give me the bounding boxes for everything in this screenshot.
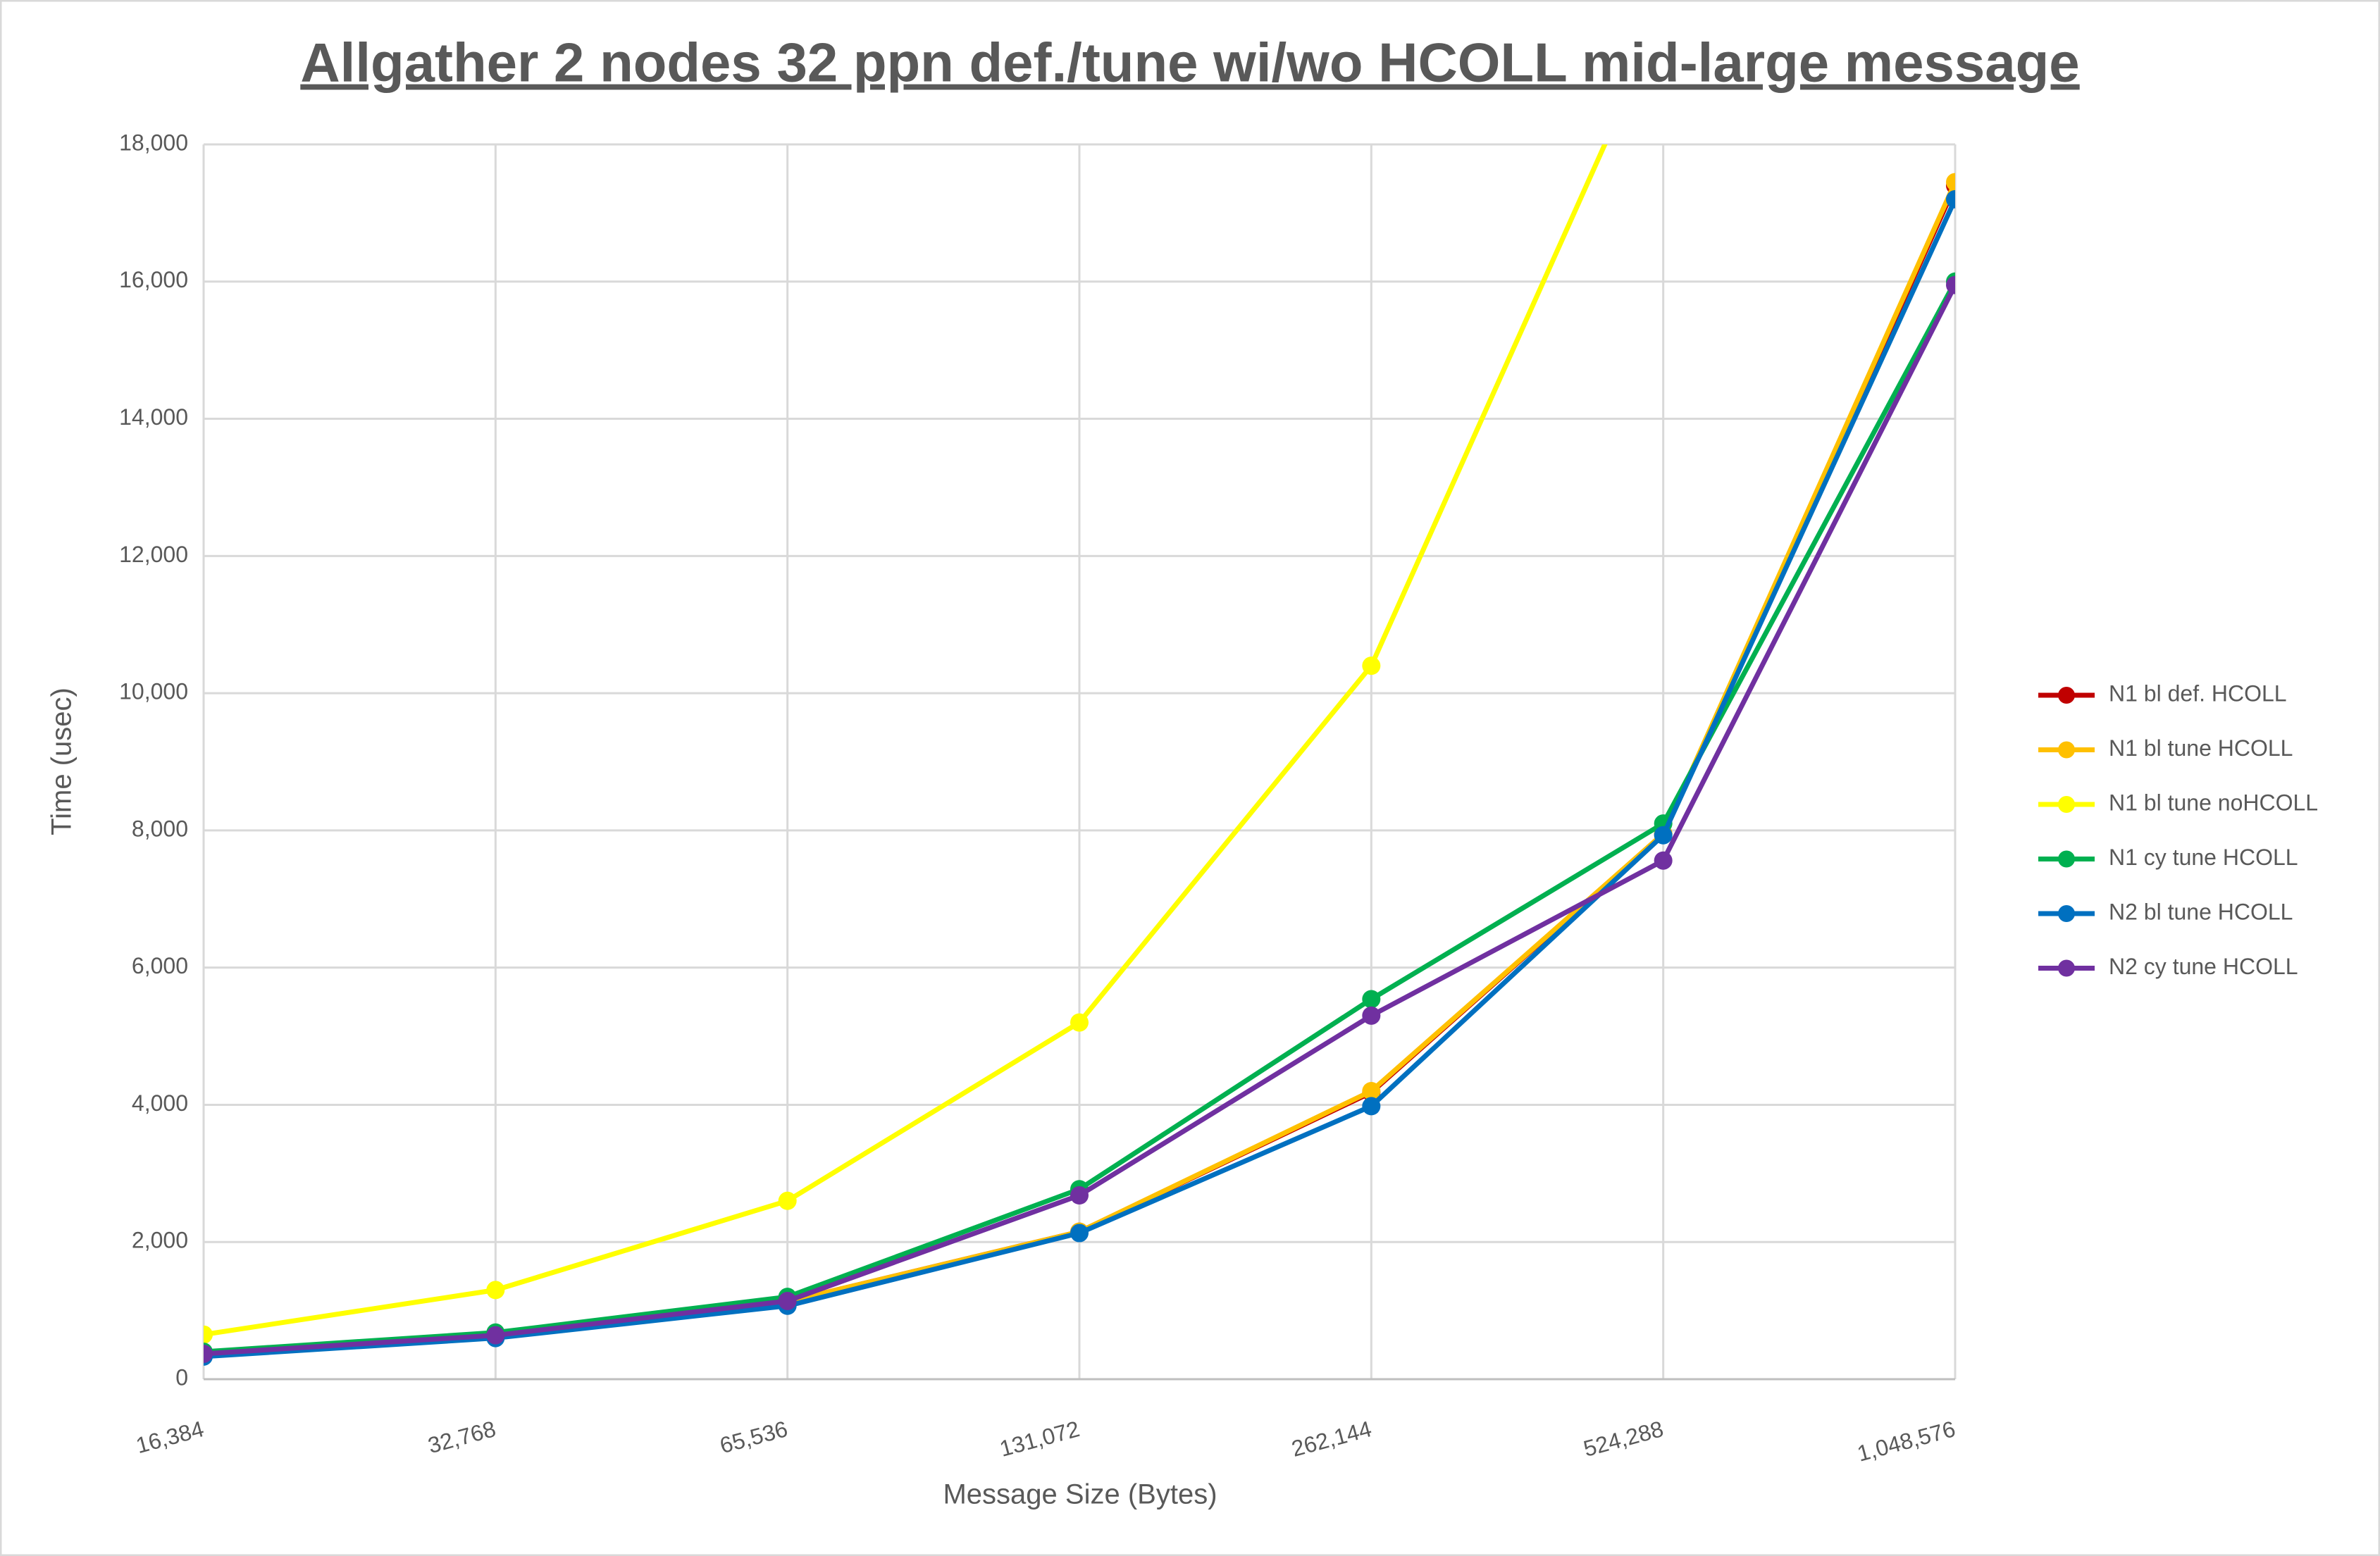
- y-tick-label: 12,000: [119, 542, 188, 567]
- data-point: [778, 1191, 797, 1210]
- x-axis-label: Message Size (Bytes): [943, 1479, 1217, 1510]
- data-point: [1946, 189, 1955, 208]
- data-point: [1362, 1006, 1381, 1025]
- data-point: [1362, 1097, 1381, 1116]
- chart-title: Allgather 2 nodes 32 ppn def./tune wi/wo…: [300, 32, 2079, 94]
- data-point: [1362, 990, 1381, 1009]
- legend-marker: [2058, 796, 2075, 813]
- y-tick-label: 6,000: [132, 953, 188, 978]
- legend-label: N2 cy tune HCOLL: [2109, 954, 2298, 979]
- legend-label: N1 bl tune HCOLL: [2109, 735, 2293, 761]
- data-point: [1654, 826, 1673, 845]
- y-tick-label: 0: [175, 1364, 188, 1390]
- series-line: [204, 144, 1608, 1338]
- data-point: [1362, 656, 1381, 676]
- plot-area: [204, 144, 1955, 1366]
- y-tick-label: 14,000: [119, 404, 188, 430]
- y-tick-label: 16,000: [119, 267, 188, 292]
- data-point: [204, 1344, 213, 1363]
- legend-marker: [2058, 959, 2075, 977]
- legend-marker: [2058, 905, 2075, 922]
- data-point: [1362, 1081, 1381, 1100]
- data-point: [1070, 1224, 1089, 1243]
- y-tick-label: 2,000: [132, 1228, 188, 1253]
- legend-label: N1 bl tune noHCOLL: [2109, 790, 2318, 815]
- data-point: [486, 1281, 505, 1300]
- data-point: [778, 1291, 797, 1310]
- legend-label: N2 bl tune HCOLL: [2109, 899, 2293, 924]
- legend-label: N1 bl def. HCOLL: [2109, 680, 2287, 706]
- y-tick-label: 10,000: [119, 679, 188, 704]
- y-tick-label: 4,000: [132, 1090, 188, 1116]
- data-point: [1070, 1013, 1089, 1032]
- legend-marker: [2058, 687, 2075, 704]
- data-point: [1070, 1185, 1089, 1205]
- legend-label: N1 cy tune HCOLL: [2109, 845, 2298, 870]
- data-point: [204, 1325, 213, 1344]
- y-tick-label: 8,000: [132, 816, 188, 841]
- data-point: [486, 1326, 505, 1345]
- legend: N1 bl def. HCOLL N1 bl tune HCOLL N1 bl tu…: [2038, 680, 2318, 979]
- legend-marker: [2058, 741, 2075, 759]
- legend-marker: [2058, 850, 2075, 868]
- data-point: [1946, 275, 1955, 294]
- y-axis-label: Time (usec): [47, 687, 78, 835]
- y-tick-label: 18,000: [119, 130, 188, 155]
- data-point: [1946, 173, 1955, 192]
- data-point: [1654, 851, 1673, 870]
